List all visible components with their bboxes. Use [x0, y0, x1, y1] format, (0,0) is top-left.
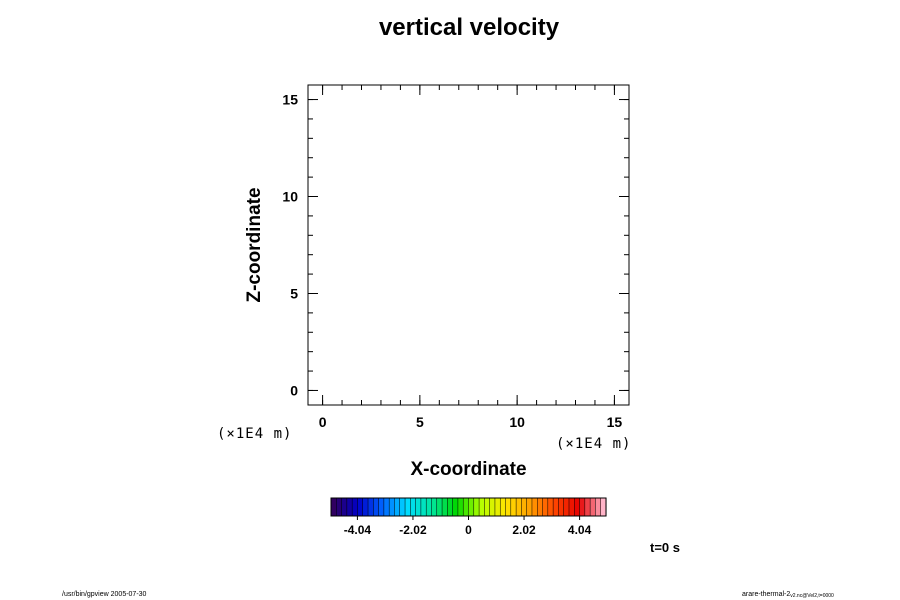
x-axis-unit: (×1E4 m) — [556, 436, 632, 452]
colorbar-cell — [574, 497, 581, 517]
plot-area — [307, 84, 630, 406]
colorbar-cell — [404, 497, 411, 517]
colorbar-cell — [547, 497, 554, 517]
colorbar-cell — [351, 497, 358, 517]
colorbar-cell — [441, 497, 448, 517]
colorbar-cell — [341, 497, 348, 517]
colorbar-cell — [447, 497, 454, 517]
colorbar-tick-label: 0 — [465, 523, 472, 537]
x-tick-label: 0 — [319, 414, 327, 430]
colorbar-cell — [383, 497, 390, 517]
footer-program-info: /usr/bin/gpview 2005-07-30 — [62, 591, 147, 598]
colorbar-cell — [510, 497, 517, 517]
colorbar-cell — [462, 497, 470, 517]
colorbar-cell — [526, 497, 533, 517]
y-axis-unit: (×1E4 m) — [217, 426, 293, 442]
y-tick-label: 10 — [282, 189, 298, 205]
colorbar-cell — [473, 497, 480, 517]
colorbar-cell — [457, 497, 464, 517]
y-tick-label: 0 — [290, 382, 298, 398]
colorbar-tick-label: 4.04 — [568, 523, 592, 537]
colorbar-cell — [478, 497, 485, 517]
footer-file-name: arare-thermal-2 — [742, 591, 791, 598]
y-tick-label: 15 — [282, 92, 298, 108]
chart-title: vertical velocity — [378, 14, 560, 41]
footer-file-info: arare-thermal-2v2.nc@Vel2,t=0000 — [742, 591, 834, 599]
colorbar-cell — [558, 497, 565, 517]
colorbar-cell — [579, 497, 586, 517]
y-tick-label: 5 — [290, 285, 298, 301]
colorbar-cell — [330, 497, 337, 517]
colorbar-tick-label: -2.02 — [399, 523, 427, 537]
colorbar-cell — [521, 497, 528, 517]
colorbar-cell — [431, 497, 438, 517]
colorbar-cell — [373, 497, 380, 517]
colorbar-cell — [452, 497, 459, 517]
colorbar-cell — [515, 497, 522, 517]
colorbar-cell — [425, 497, 433, 517]
colorbar-cell — [589, 497, 596, 517]
colorbar-cell — [362, 497, 369, 517]
x-tick-label: 10 — [509, 414, 525, 430]
colorbar-cell — [494, 497, 501, 517]
colorbar-cell — [420, 497, 427, 517]
colorbar-cell — [484, 497, 491, 517]
colorbar-cell — [499, 497, 507, 517]
colorbar-cell — [489, 497, 496, 517]
colorbar-cell — [584, 497, 591, 517]
colorbar-cell — [595, 497, 602, 517]
colorbar-cell — [346, 497, 353, 517]
colorbar-cell — [399, 497, 406, 517]
x-axis-label: X-coordinate — [410, 459, 527, 480]
colorbar-cell — [410, 497, 417, 517]
footer-file-variable: v2.nc@Vel2,t=0000 — [790, 593, 834, 599]
colorbar-cell — [468, 497, 475, 517]
colorbar-tick-label: -4.04 — [344, 523, 372, 537]
colorbar-cell — [357, 497, 364, 517]
colorbar-cell — [563, 497, 570, 517]
colorbar-cell — [388, 497, 396, 517]
colorbar-cell — [336, 497, 343, 517]
x-tick-label: 15 — [607, 414, 623, 430]
colorbar-cell — [552, 497, 559, 517]
colorbar-cell — [415, 497, 422, 517]
colorbar-cell — [568, 497, 575, 517]
colorbar-cell — [531, 497, 538, 517]
colorbar-cell — [542, 497, 549, 517]
colorbar-cell — [394, 497, 401, 517]
colorbar-cell — [378, 497, 385, 517]
colorbar-cell — [436, 497, 443, 517]
colorbar-cell — [600, 497, 607, 517]
colorbar-cell — [505, 497, 512, 517]
colorbar-tick-label: 2.02 — [512, 523, 536, 537]
x-tick-label: 5 — [416, 414, 424, 430]
colorbar-cell — [367, 497, 374, 517]
time-label: t=0 s — [650, 540, 680, 555]
colorbar-cell — [537, 497, 544, 517]
y-axis-label: Z-coordinate — [244, 187, 265, 303]
